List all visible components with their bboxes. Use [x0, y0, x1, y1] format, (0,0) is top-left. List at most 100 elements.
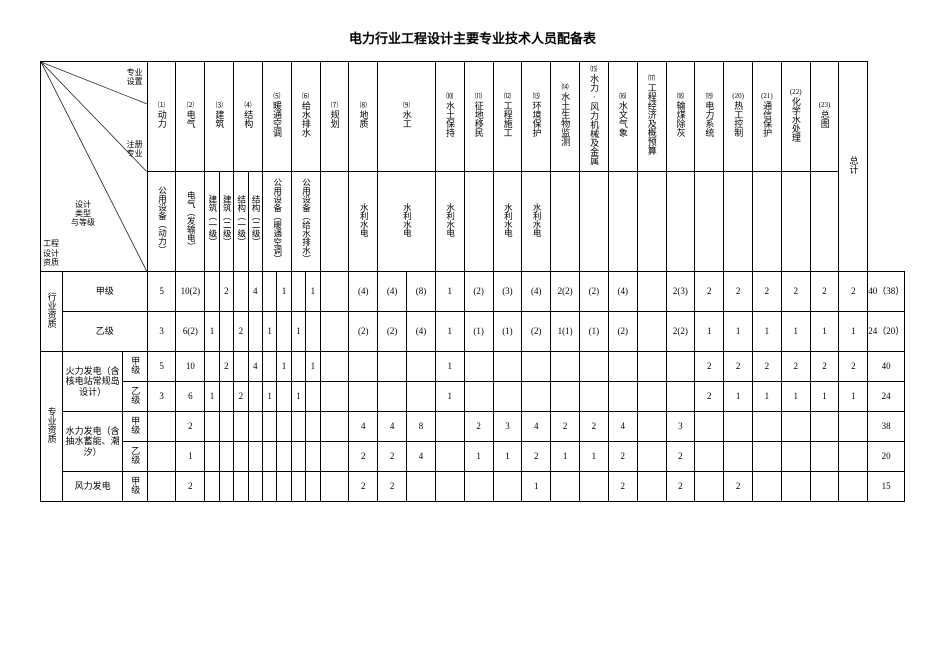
data-cell: 1	[306, 352, 320, 382]
row-grade: 乙级	[123, 442, 147, 472]
data-cell	[695, 472, 724, 502]
data-cell	[277, 382, 291, 412]
sub-11	[464, 172, 493, 272]
data-cell: 1	[810, 382, 839, 412]
data-cell	[810, 442, 839, 472]
data-cell	[219, 312, 233, 352]
data-cell: 2	[234, 312, 248, 352]
row-label: 甲级	[62, 272, 147, 312]
data-cell	[262, 352, 276, 382]
data-cell: (4)	[522, 272, 551, 312]
data-cell	[234, 352, 248, 382]
data-cell	[234, 442, 248, 472]
data-cell	[493, 352, 522, 382]
data-cell	[248, 442, 262, 472]
data-cell: 1	[781, 382, 810, 412]
sub-6: 公用设备（给水排水）	[291, 172, 320, 272]
data-cell: 38	[868, 412, 905, 442]
row-group-hangye: 行业资质	[41, 272, 63, 352]
data-cell: 2	[839, 272, 868, 312]
sub-4b: 结构（二级）	[248, 172, 262, 272]
table-row: 乙级 1224112112220	[41, 442, 905, 472]
data-cell: 1	[262, 312, 276, 352]
data-cell: 1	[839, 382, 868, 412]
col-head-12: ⑿工程施工	[493, 62, 522, 172]
data-cell	[493, 382, 522, 412]
data-cell	[839, 442, 868, 472]
col-head-total: 总计	[839, 62, 868, 272]
data-cell	[637, 412, 666, 442]
data-cell	[248, 472, 262, 502]
sub-1: 公用设备（动力）	[147, 172, 176, 272]
data-cell: 1(1)	[551, 312, 580, 352]
table-row: 专业资质 火力发电（含核电站常规岛设计） 甲级 5102411122222240	[41, 352, 905, 382]
data-cell	[695, 442, 724, 472]
data-cell: 15	[868, 472, 905, 502]
data-cell: 2(3)	[666, 272, 695, 312]
data-cell	[752, 472, 781, 502]
data-cell: 1	[695, 312, 724, 352]
col-head-13: ⒀环境保护	[522, 62, 551, 172]
data-cell	[637, 352, 666, 382]
data-cell	[277, 442, 291, 472]
data-cell	[435, 412, 464, 442]
row-label: 乙级	[62, 312, 147, 352]
data-cell: (1)	[493, 312, 522, 352]
data-cell: 1	[810, 312, 839, 352]
col-head-6: ⑹给水排水	[291, 62, 320, 172]
sub-20	[724, 172, 753, 272]
col-head-19: ⒆电力系统	[695, 62, 724, 172]
data-cell	[580, 352, 609, 382]
corner-label-type: 设计类型与等级	[71, 200, 95, 228]
data-cell: 2	[752, 352, 781, 382]
sub-16	[608, 172, 637, 272]
data-cell	[248, 412, 262, 442]
data-cell	[320, 382, 349, 412]
col-head-3: ⑶建筑	[205, 62, 234, 172]
col-head-20: (20)热工控制	[724, 62, 753, 172]
data-cell: (4)	[349, 272, 378, 312]
data-cell: 2(2)	[666, 312, 695, 352]
data-cell: 1	[493, 442, 522, 472]
data-cell: 2	[695, 272, 724, 312]
data-cell: 1	[724, 312, 753, 352]
sub-19	[695, 172, 724, 272]
col-head-8: ⑻地质	[349, 62, 378, 172]
data-cell	[464, 382, 493, 412]
sub-3a: 建筑（一级）	[205, 172, 219, 272]
data-cell: 2	[349, 442, 378, 472]
data-cell: 1	[306, 272, 320, 312]
col-head-17: ⒄工程经济及概预算	[637, 62, 666, 172]
data-cell	[291, 412, 305, 442]
data-cell	[320, 352, 349, 382]
data-cell: 1	[277, 352, 291, 382]
col-head-5: ⑸暖通空调	[262, 62, 291, 172]
data-cell: 1	[551, 442, 580, 472]
data-cell	[781, 412, 810, 442]
data-cell: 2	[378, 442, 407, 472]
data-cell	[205, 352, 219, 382]
data-cell	[378, 352, 407, 382]
data-cell	[291, 272, 305, 312]
col-head-16: ⒃水文气象	[608, 62, 637, 172]
data-cell	[608, 352, 637, 382]
data-cell: 4	[407, 442, 436, 472]
data-cell	[637, 472, 666, 502]
data-cell	[291, 472, 305, 502]
table-row: 水力发电（含抽水蓄能、潮汐） 甲级 2448234224338	[41, 412, 905, 442]
row-grade: 甲级	[123, 412, 147, 442]
data-cell	[551, 472, 580, 502]
data-cell	[752, 442, 781, 472]
data-cell	[378, 382, 407, 412]
col-head-18: ⒅输煤除灰	[666, 62, 695, 172]
data-cell	[637, 442, 666, 472]
sub-13: 水利水电	[522, 172, 551, 272]
corner-label-regprof: 注册专业	[127, 140, 143, 158]
data-cell: 4	[522, 412, 551, 442]
data-cell: (1)	[580, 312, 609, 352]
table-row: 乙级 361211121111124	[41, 382, 905, 412]
data-cell: 1	[205, 382, 219, 412]
data-cell	[219, 382, 233, 412]
data-cell	[262, 412, 276, 442]
data-cell: (2)	[464, 272, 493, 312]
